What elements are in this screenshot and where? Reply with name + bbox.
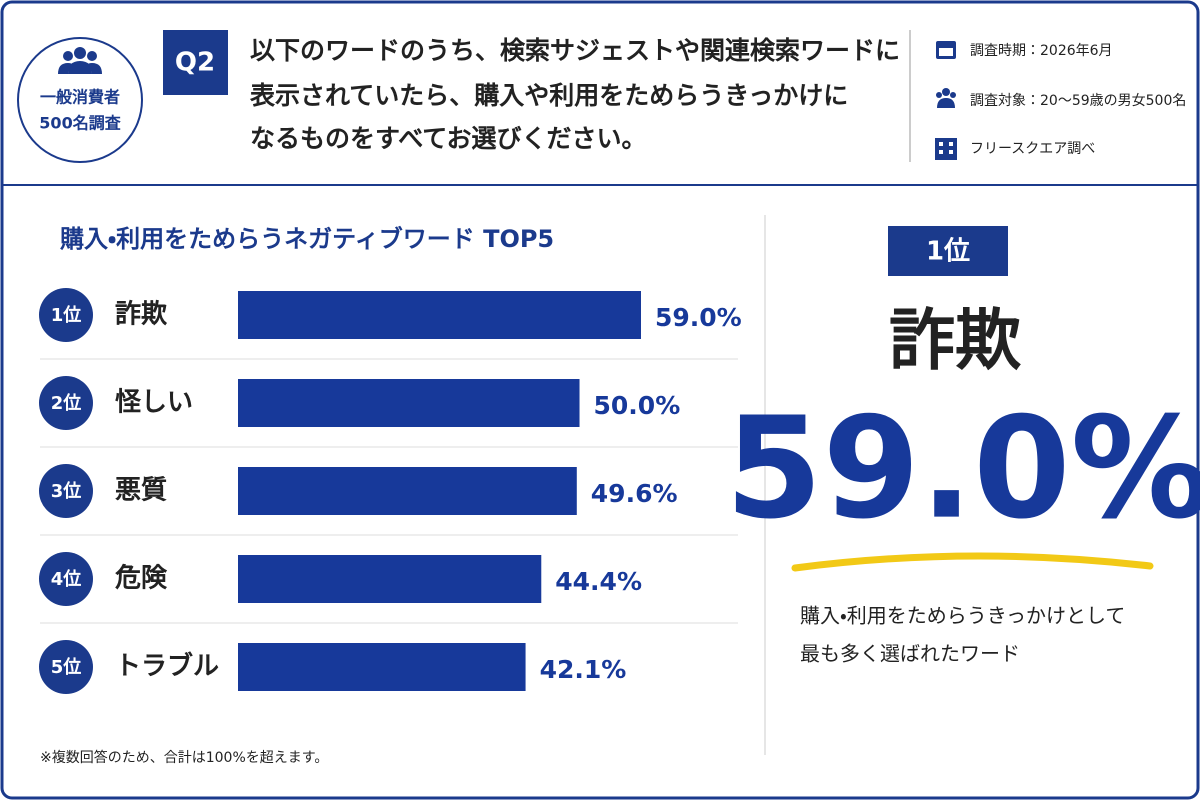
question-number: Q2 (175, 48, 215, 78)
badge-text: 500名調査 (39, 114, 120, 133)
highlight-caption: 購入・利用をためらうきっかけとして (800, 604, 1125, 628)
rank-badge (39, 288, 93, 342)
rank-label: 4位 (51, 568, 82, 590)
bar (238, 379, 580, 427)
rank-label: 3位 (51, 480, 82, 502)
badge-text: 一般消費者 (40, 88, 120, 107)
value-label: 44.4% (555, 567, 642, 596)
rank-badge (39, 552, 93, 606)
question-number-box (163, 30, 228, 95)
highlight-rank: 1位 (926, 237, 970, 267)
badge-circle (17, 37, 143, 163)
rank-label: 1位 (51, 304, 82, 326)
rank-badge (39, 376, 93, 430)
highlight-rank-box (888, 226, 1008, 276)
info-icons (935, 41, 957, 160)
value-label: 49.6% (591, 479, 678, 508)
rank-badge (39, 640, 93, 694)
category-label: トラブル (115, 651, 219, 682)
highlight-word: 詐欺 (889, 302, 1021, 379)
chart-title: 購入・利用をためらうネガティブワード TOP5 (60, 225, 554, 253)
info-text: 調査対象：20〜59歳の男女500名 (970, 93, 1186, 109)
question-text: なるものをすべてお選びください。 (250, 124, 647, 153)
info-text: 調査時期：2026年6月 (970, 43, 1113, 59)
footnote: ※複数回答のため、合計は100%を超えます。 (40, 749, 328, 766)
underline (791, 552, 1154, 572)
bar (238, 555, 542, 603)
value-label: 59.0% (655, 303, 742, 332)
people-icon (58, 47, 102, 74)
rank-label: 5位 (51, 656, 82, 678)
category-label: 詐欺 (115, 299, 167, 330)
bar (238, 643, 526, 691)
bar (238, 291, 641, 339)
value-label: 42.1% (540, 655, 627, 684)
value-label: 50.0% (594, 391, 681, 420)
highlight-value: 59.0% (725, 388, 1200, 551)
question-text: 以下のワードのうち、検索サジェストや関連検索ワードに (250, 36, 900, 65)
info-text: フリースクエア調べ (970, 141, 1095, 157)
rank-label: 2位 (51, 392, 82, 414)
question-text: 表示されていたら、購入や利用をためらうきっかけに (249, 81, 848, 110)
category-label: 危険 (115, 563, 168, 594)
category-label: 怪しい (115, 388, 193, 418)
bar (238, 467, 577, 515)
highlight-caption: 最も多く選ばれたワード (800, 642, 1020, 666)
rank-badge (39, 464, 93, 518)
category-label: 悪質 (115, 476, 167, 506)
